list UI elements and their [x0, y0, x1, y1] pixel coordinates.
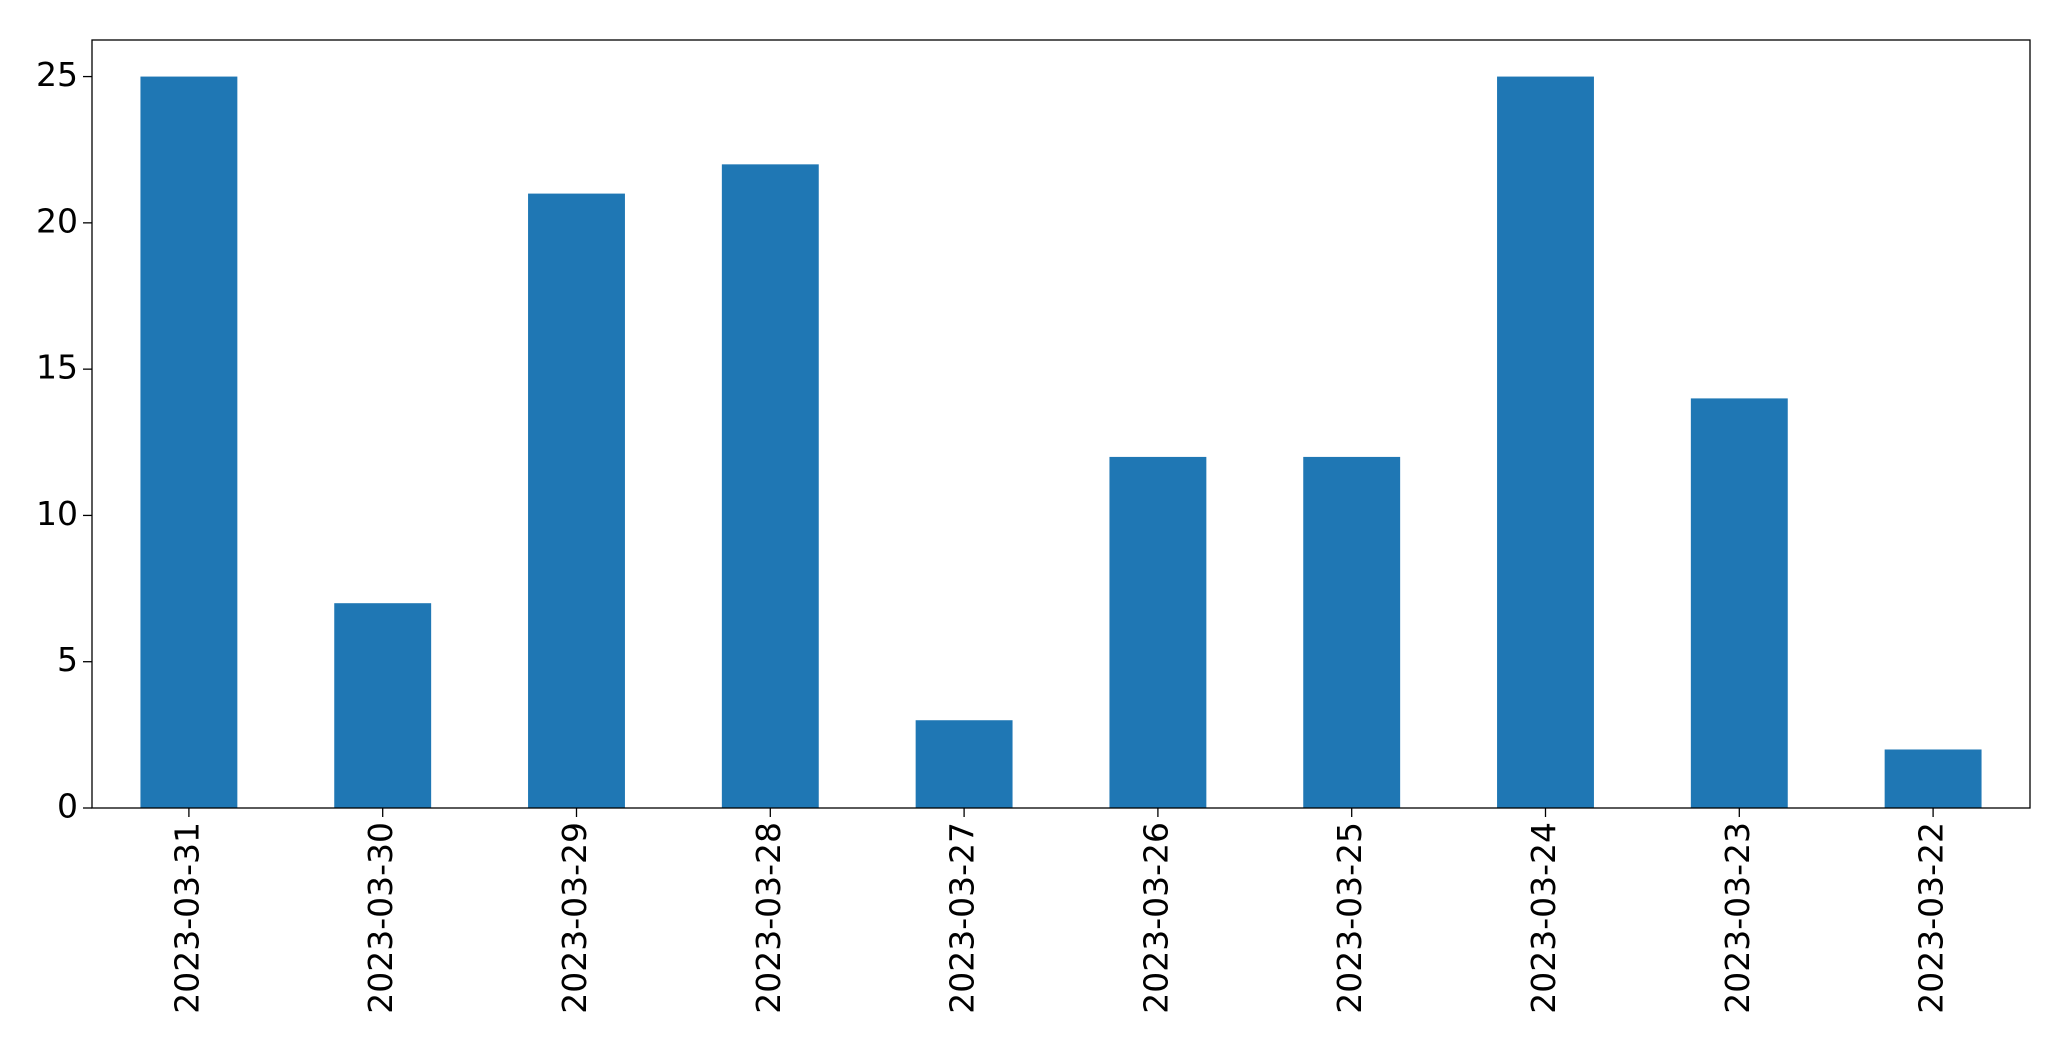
- y-tick-label: 10: [36, 494, 78, 533]
- bar: [1109, 456, 1207, 808]
- y-tick-label: 5: [57, 640, 78, 679]
- x-tick-label: 2023-03-23: [1718, 822, 1757, 1014]
- bar: [140, 76, 238, 809]
- x-tick-label: 2023-03-30: [361, 822, 400, 1014]
- x-tick-label: 2023-03-29: [555, 822, 594, 1014]
- x-tick-label: 2023-03-28: [749, 822, 788, 1014]
- x-tick-label: 2023-03-22: [1912, 822, 1951, 1014]
- bar: [528, 193, 625, 809]
- x-tick-label: 2023-03-24: [1524, 822, 1563, 1014]
- bar: [1303, 456, 1401, 808]
- y-tick-label: 0: [57, 787, 78, 826]
- bar: [721, 164, 819, 809]
- bar: [1690, 398, 1788, 808]
- x-tick-label: 2023-03-31: [167, 822, 206, 1014]
- bar: [915, 720, 1013, 808]
- x-tick-label: 2023-03-25: [1330, 822, 1369, 1014]
- x-tick-label: 2023-03-27: [943, 822, 982, 1014]
- y-tick-label: 25: [36, 55, 78, 94]
- plot-frame: [91, 39, 2031, 809]
- x-tick-label: 2023-03-26: [1136, 822, 1175, 1014]
- y-tick-label: 20: [36, 201, 78, 240]
- bar: [334, 603, 432, 808]
- bar: [1884, 749, 1982, 808]
- bar: [1497, 76, 1594, 809]
- y-tick-label: 15: [36, 348, 78, 387]
